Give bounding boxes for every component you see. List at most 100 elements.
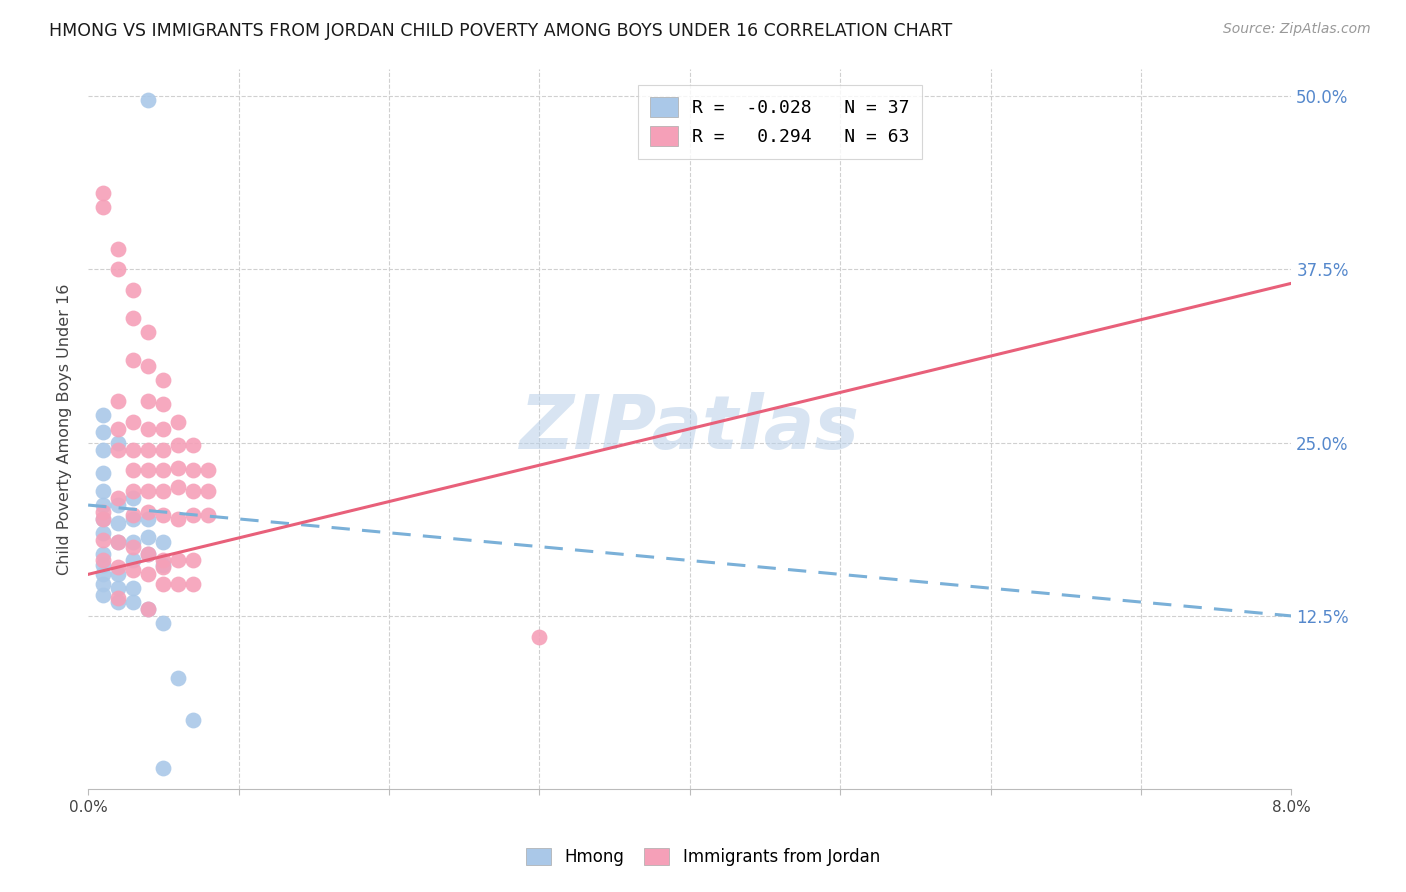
Point [152, 577, 174, 591]
Point [122, 415, 145, 429]
Point [167, 577, 190, 591]
Point [167, 460, 190, 475]
Point [91, 186, 114, 201]
Point [122, 508, 145, 522]
Point [91, 567, 114, 582]
Point [167, 553, 190, 567]
Point [136, 484, 159, 499]
Point [91, 425, 114, 439]
Point [152, 553, 174, 567]
Point [107, 491, 129, 505]
Point [136, 567, 159, 582]
Point [152, 442, 174, 457]
Point [152, 463, 174, 477]
Point [152, 422, 174, 436]
Point [136, 325, 159, 339]
Point [183, 713, 205, 727]
Point [152, 615, 174, 630]
Point [91, 547, 114, 561]
Point [122, 491, 145, 505]
Point [107, 498, 129, 512]
Point [122, 540, 145, 554]
Point [91, 512, 114, 526]
Point [107, 535, 129, 549]
Point [136, 359, 159, 374]
Point [183, 508, 205, 522]
Point [152, 397, 174, 411]
Point [136, 530, 159, 544]
Point [91, 525, 114, 540]
Point [183, 484, 205, 499]
Point [136, 547, 159, 561]
Point [122, 442, 145, 457]
Point [152, 535, 174, 549]
Point [107, 567, 129, 582]
Point [91, 442, 114, 457]
Point [122, 535, 145, 549]
Point [107, 422, 129, 436]
Point [122, 553, 145, 567]
Point [183, 553, 205, 567]
Point [107, 242, 129, 256]
Point [136, 512, 159, 526]
Point [152, 484, 174, 499]
Point [197, 463, 219, 477]
Point [107, 595, 129, 609]
Point [122, 352, 145, 367]
Point [152, 373, 174, 387]
Point [122, 563, 145, 577]
Point [91, 533, 114, 547]
Point [91, 466, 114, 480]
Point [136, 602, 159, 616]
Point [183, 438, 205, 452]
Point [107, 516, 129, 530]
Point [122, 512, 145, 526]
Text: HMONG VS IMMIGRANTS FROM JORDAN CHILD POVERTY AMONG BOYS UNDER 16 CORRELATION CH: HMONG VS IMMIGRANTS FROM JORDAN CHILD PO… [49, 22, 952, 40]
Point [136, 547, 159, 561]
Point [152, 508, 174, 522]
Point [91, 577, 114, 591]
Point [122, 581, 145, 595]
Point [91, 484, 114, 499]
Point [91, 498, 114, 512]
Point [91, 505, 114, 519]
Point [136, 602, 159, 616]
Point [122, 310, 145, 325]
Point [122, 484, 145, 499]
Point [122, 595, 145, 609]
Point [197, 508, 219, 522]
Point [167, 671, 190, 685]
Point [107, 581, 129, 595]
Point [107, 591, 129, 605]
Y-axis label: Child Poverty Among Boys Under 16: Child Poverty Among Boys Under 16 [58, 283, 72, 574]
Point [122, 283, 145, 297]
Point [107, 560, 129, 574]
Point [197, 484, 219, 499]
Point [136, 463, 159, 477]
Point [91, 558, 114, 572]
Point [183, 463, 205, 477]
Point [167, 512, 190, 526]
Point [107, 435, 129, 450]
Point [91, 408, 114, 422]
Text: Source: ZipAtlas.com: Source: ZipAtlas.com [1223, 22, 1371, 37]
Point [152, 761, 174, 775]
Point [167, 415, 190, 429]
Point [136, 394, 159, 409]
Point [107, 262, 129, 277]
Legend: Hmong, Immigrants from Jordan: Hmong, Immigrants from Jordan [519, 841, 887, 873]
Point [136, 422, 159, 436]
Point [167, 480, 190, 494]
Legend: R =  -0.028   N = 37, R =   0.294   N = 63: R = -0.028 N = 37, R = 0.294 N = 63 [638, 85, 922, 159]
Point [136, 442, 159, 457]
Point [91, 588, 114, 602]
Point [136, 505, 159, 519]
Point [107, 394, 129, 409]
Point [91, 553, 114, 567]
Point [107, 442, 129, 457]
Point [152, 560, 174, 574]
Point [183, 577, 205, 591]
Point [136, 94, 159, 108]
Point [91, 200, 114, 214]
Point [167, 438, 190, 452]
